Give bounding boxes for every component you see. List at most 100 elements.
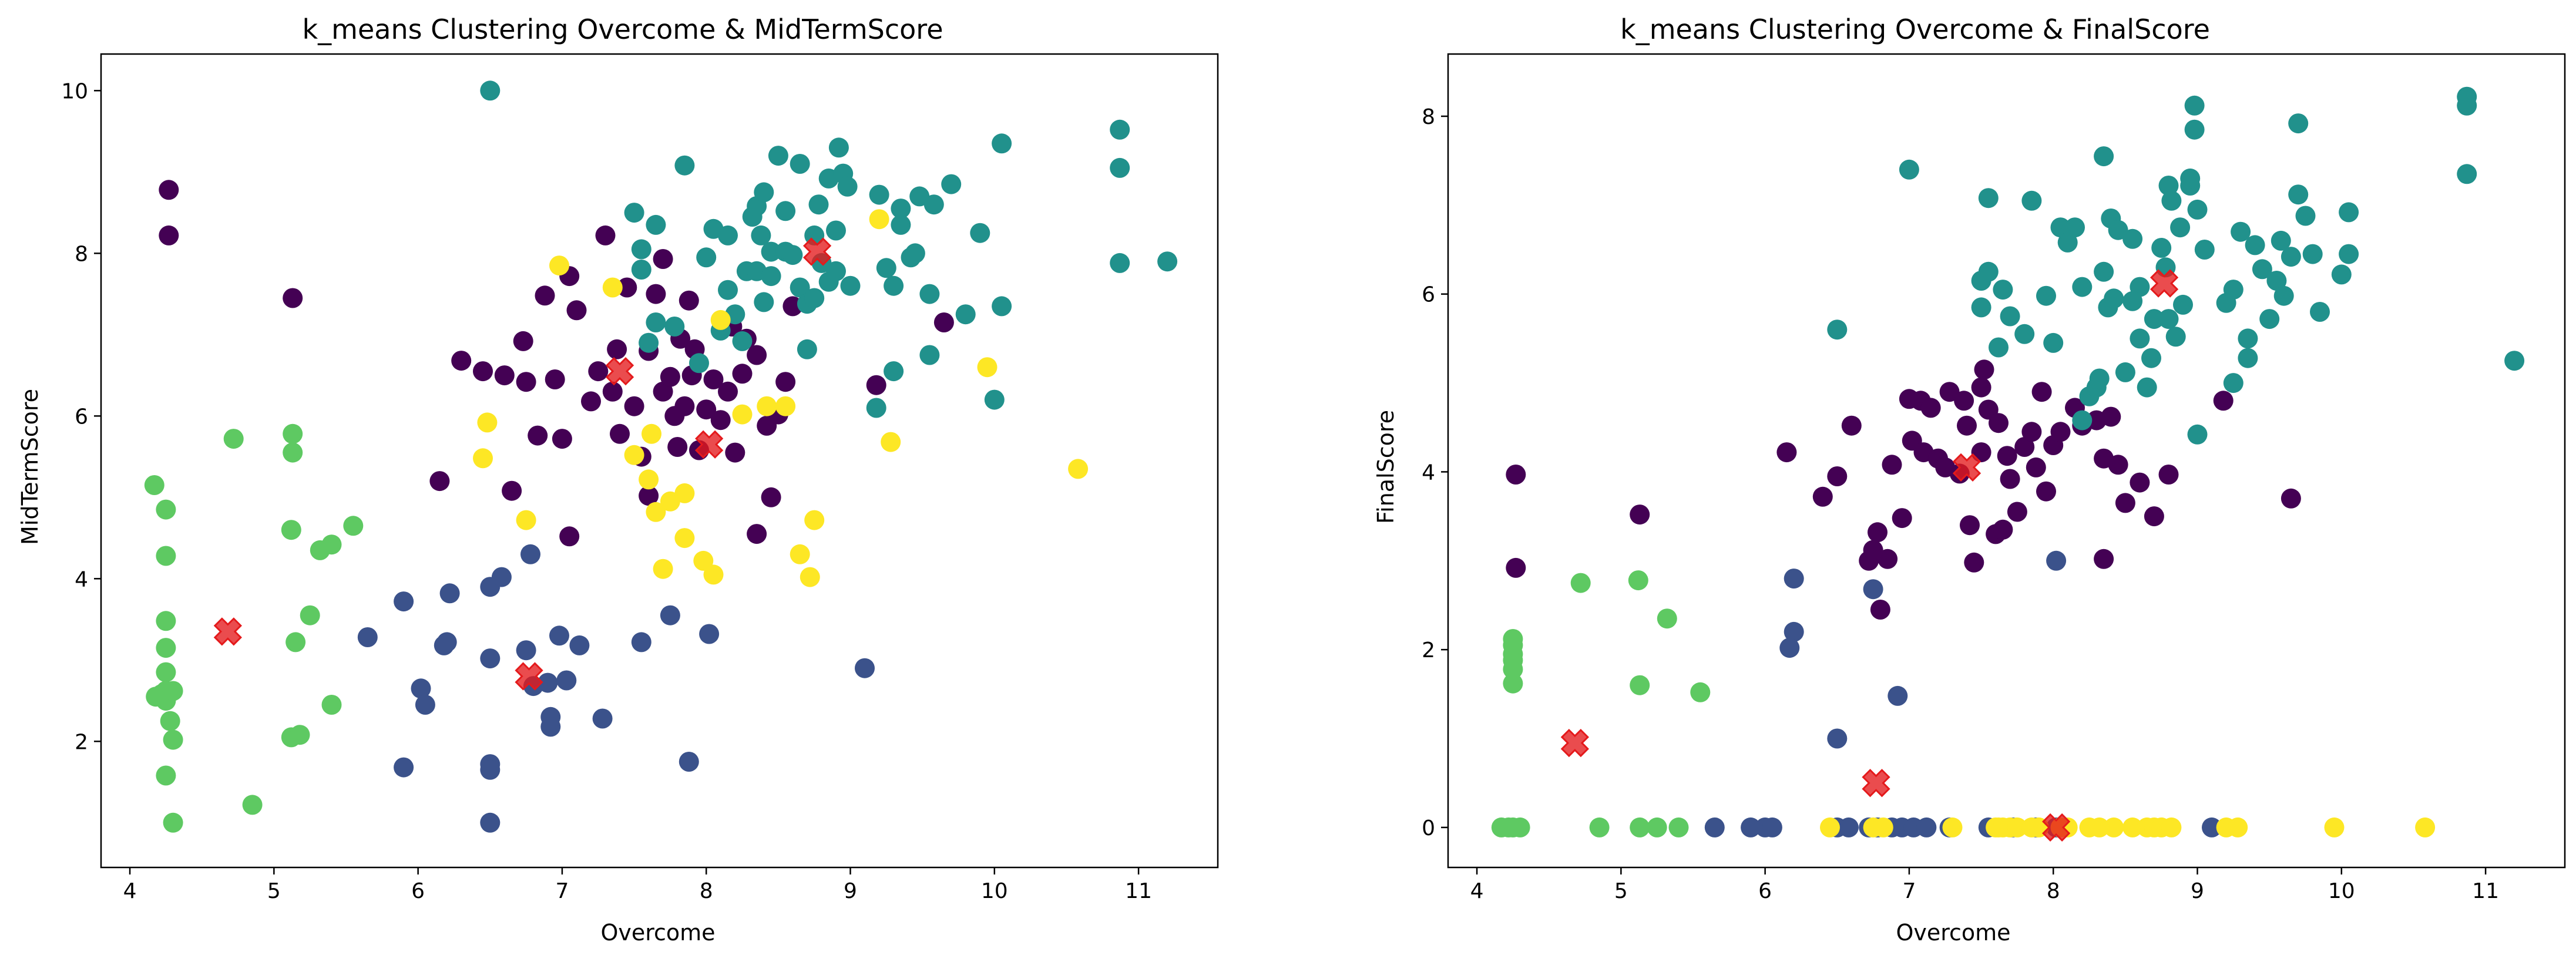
data-point-cluster-2	[624, 203, 644, 223]
chart-title: k_means Clustering Overcome & FinalScore	[1620, 14, 2210, 45]
data-point-cluster-1	[1784, 621, 1804, 642]
data-point-cluster-4	[674, 528, 695, 549]
data-point-cluster-2	[992, 133, 1012, 154]
data-point-cluster-3	[343, 516, 364, 536]
x-tick-label: 10	[981, 879, 1008, 903]
data-point-cluster-0	[1827, 466, 1848, 486]
data-point-cluster-4	[473, 448, 493, 469]
data-point-cluster-2	[2170, 217, 2191, 238]
data-point-cluster-2	[768, 146, 788, 166]
x-tick-label: 8	[2047, 879, 2060, 903]
data-point-cluster-2	[1989, 337, 2009, 358]
x-axis-label: Overcome	[1896, 920, 2010, 946]
data-point-cluster-0	[595, 225, 616, 245]
data-point-cluster-0	[2031, 382, 2052, 402]
data-point-cluster-0	[2130, 472, 2150, 493]
data-point-cluster-4	[869, 209, 889, 230]
data-point-cluster-2	[1978, 261, 1999, 282]
y-tick-label: 2	[1422, 638, 1435, 662]
data-point-cluster-2	[775, 201, 796, 221]
data-point-cluster-0	[617, 277, 637, 298]
data-point-cluster-3	[1647, 817, 1667, 837]
data-point-cluster-2	[837, 176, 858, 197]
data-point-cluster-2	[696, 247, 717, 268]
data-point-cluster-1	[1827, 728, 1848, 749]
data-point-cluster-3	[156, 638, 176, 658]
data-point-cluster-0	[610, 423, 630, 444]
data-point-cluster-3	[163, 729, 183, 750]
data-point-cluster-1	[1888, 685, 1908, 706]
finalscore-chart: k_means Clustering Overcome & FinalScore…	[1373, 14, 2566, 946]
data-point-cluster-2	[2288, 113, 2309, 134]
data-point-cluster-2	[718, 225, 738, 245]
data-point-cluster-1	[516, 640, 536, 661]
x-tick-label: 4	[1470, 879, 1484, 903]
data-point-cluster-0	[607, 339, 627, 359]
y-tick-label: 10	[61, 79, 88, 103]
data-point-cluster-2	[2130, 328, 2150, 349]
data-point-cluster-0	[646, 284, 666, 304]
data-point-cluster-2	[884, 361, 904, 382]
data-point-cluster-2	[2021, 190, 2042, 211]
x-axis: 4 5 6 7 8 9 10 11	[123, 867, 1152, 903]
data-point-cluster-0	[283, 288, 303, 308]
data-points	[1491, 86, 2525, 837]
data-point-cluster-2	[631, 260, 651, 280]
data-point-cluster-4	[2007, 817, 2027, 837]
data-point-cluster-0	[2108, 455, 2128, 475]
data-point-cluster-1	[415, 695, 435, 715]
data-point-cluster-1	[1916, 817, 1937, 837]
data-point-cluster-0	[429, 471, 450, 492]
y-tick-label: 6	[75, 405, 88, 429]
data-point-cluster-2	[761, 266, 781, 287]
data-point-cluster-2	[2295, 206, 2316, 226]
data-point-cluster-2	[2259, 309, 2280, 329]
data-point-cluster-0	[1939, 382, 1960, 402]
data-point-cluster-4	[2089, 817, 2110, 837]
data-point-cluster-1	[538, 672, 558, 693]
data-point-cluster-2	[2457, 95, 2477, 116]
data-point-cluster-2	[689, 353, 709, 374]
data-point-cluster-2	[2137, 377, 2157, 398]
data-point-cluster-2	[480, 80, 501, 101]
data-point-cluster-3	[321, 695, 342, 715]
data-point-cluster-0	[679, 290, 699, 311]
data-point-cluster-2	[2151, 238, 2172, 258]
data-point-cluster-2	[782, 245, 803, 265]
data-point-cluster-0	[159, 180, 179, 200]
data-point-cluster-2	[2141, 348, 2161, 368]
data-point-cluster-0	[1776, 442, 1797, 463]
data-point-cluster-0	[1920, 398, 1941, 418]
data-point-cluster-2	[639, 332, 659, 353]
data-point-cluster-2	[2187, 199, 2208, 220]
data-point-cluster-2	[905, 243, 925, 264]
data-point-cluster-0	[2026, 457, 2046, 477]
data-point-cluster-4	[2324, 817, 2345, 837]
data-point-cluster-4	[804, 510, 825, 530]
data-point-cluster-3	[300, 605, 320, 625]
data-point-cluster-4	[2122, 817, 2143, 837]
plot-frame	[1447, 53, 2566, 869]
x-tick-label: 7	[555, 879, 569, 903]
data-point-cluster-1	[1779, 638, 1800, 658]
data-point-cluster-0	[159, 225, 179, 245]
data-point-cluster-2	[2144, 309, 2164, 329]
data-point-cluster-0	[2050, 422, 2071, 442]
data-point-cluster-0	[1812, 486, 1833, 507]
centroid-marker	[1560, 728, 1589, 758]
data-point-cluster-1	[520, 544, 540, 564]
data-point-cluster-1	[1838, 817, 1859, 837]
data-point-cluster-2	[955, 304, 976, 325]
data-point-cluster-4	[516, 510, 536, 530]
data-point-cluster-0	[1997, 446, 2017, 466]
midterm-chart: k_means Clustering Overcome & MidTermSco…	[17, 14, 1219, 946]
data-point-cluster-1	[2202, 817, 2222, 837]
data-point-cluster-2	[754, 292, 774, 312]
data-point-cluster-1	[1863, 579, 1883, 600]
data-point-cluster-2	[2339, 202, 2359, 223]
data-point-cluster-1	[491, 567, 512, 587]
data-point-cluster-4	[710, 310, 731, 330]
y-axis-label: FinalScore	[1373, 410, 1399, 524]
data-point-cluster-3	[1690, 682, 1711, 702]
data-point-cluster-0	[1630, 504, 1650, 525]
